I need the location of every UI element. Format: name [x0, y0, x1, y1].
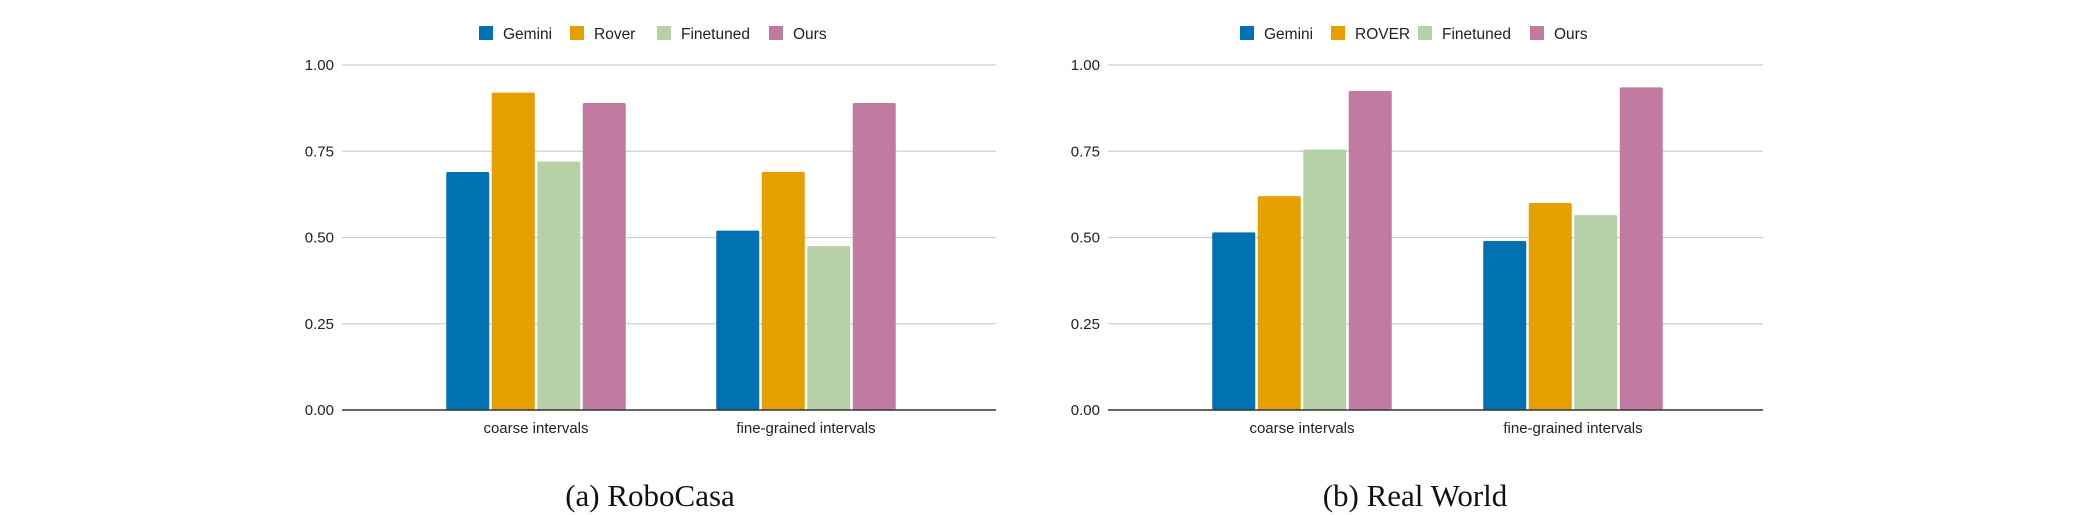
y-tick-label: 0.00	[305, 402, 334, 419]
bar-ours-fine-grained	[852, 102, 896, 410]
bar-gemini-coarse	[1212, 232, 1256, 410]
legend-swatch	[1530, 26, 1544, 40]
y-tick-label: 0.00	[1071, 402, 1100, 419]
bar-ours-coarse	[1348, 90, 1392, 410]
x-category-label: fine-grained intervals	[1503, 420, 1642, 437]
legend-swatch	[1418, 26, 1432, 40]
bar-ours-fine-grained	[1619, 87, 1663, 411]
legend-swatch	[1331, 26, 1345, 40]
bar-rover-coarse	[491, 92, 535, 410]
legend-label: Gemini	[503, 26, 552, 43]
bar-rover-fine-grained	[761, 171, 805, 410]
legend-label: Gemini	[1264, 26, 1313, 43]
y-tick-label: 1.00	[1071, 57, 1100, 74]
panel-caption: (b) Real World	[1323, 478, 1508, 513]
bar-rover-fine-grained	[1528, 203, 1572, 410]
chart-panel-robocasa: 0.00 0.25 0.50 0.75 1.00 coarse intervals fine…	[305, 26, 996, 513]
legend-swatch	[769, 26, 783, 40]
legend-swatch	[479, 26, 493, 40]
legend-swatch	[657, 26, 671, 40]
legend-label: Finetuned	[681, 26, 750, 43]
bar-finetuned-coarse	[537, 161, 581, 410]
bar-gemini-fine-grained	[716, 230, 760, 410]
legend-label: Finetuned	[1442, 26, 1511, 43]
bar-finetuned-fine-grained	[1574, 215, 1618, 410]
bar-gemini-fine-grained	[1483, 240, 1527, 410]
bar-gemini-coarse	[446, 171, 490, 410]
y-tick-label: 1.00	[305, 57, 334, 74]
chart-panel-real-world: 0.00 0.25 0.50 0.75 1.00 coarse intervals fine…	[1071, 26, 1763, 513]
bar-rover-coarse	[1257, 196, 1301, 410]
y-tick-label: 0.50	[1071, 230, 1100, 247]
panel-caption: (a) RoboCasa	[565, 478, 735, 513]
bar-ours-coarse	[582, 102, 626, 410]
legend-label: Rover	[594, 26, 635, 43]
legend-swatch	[1240, 26, 1254, 40]
x-category-label: coarse intervals	[1249, 420, 1354, 437]
y-tick-label: 0.50	[305, 230, 334, 247]
bar-finetuned-fine-grained	[807, 246, 851, 410]
legend-label: Ours	[793, 26, 827, 43]
y-tick-label: 0.75	[1071, 143, 1100, 160]
x-category-label: coarse intervals	[483, 420, 588, 437]
legend-label: Ours	[1554, 26, 1588, 43]
legend-swatch	[570, 26, 584, 40]
x-category-label: fine-grained intervals	[736, 420, 875, 437]
y-tick-label: 0.25	[305, 316, 334, 333]
y-tick-label: 0.75	[305, 143, 334, 160]
y-tick-label: 0.25	[1071, 316, 1100, 333]
legend-label: ROVER	[1355, 26, 1410, 43]
bar-finetuned-coarse	[1303, 149, 1347, 410]
